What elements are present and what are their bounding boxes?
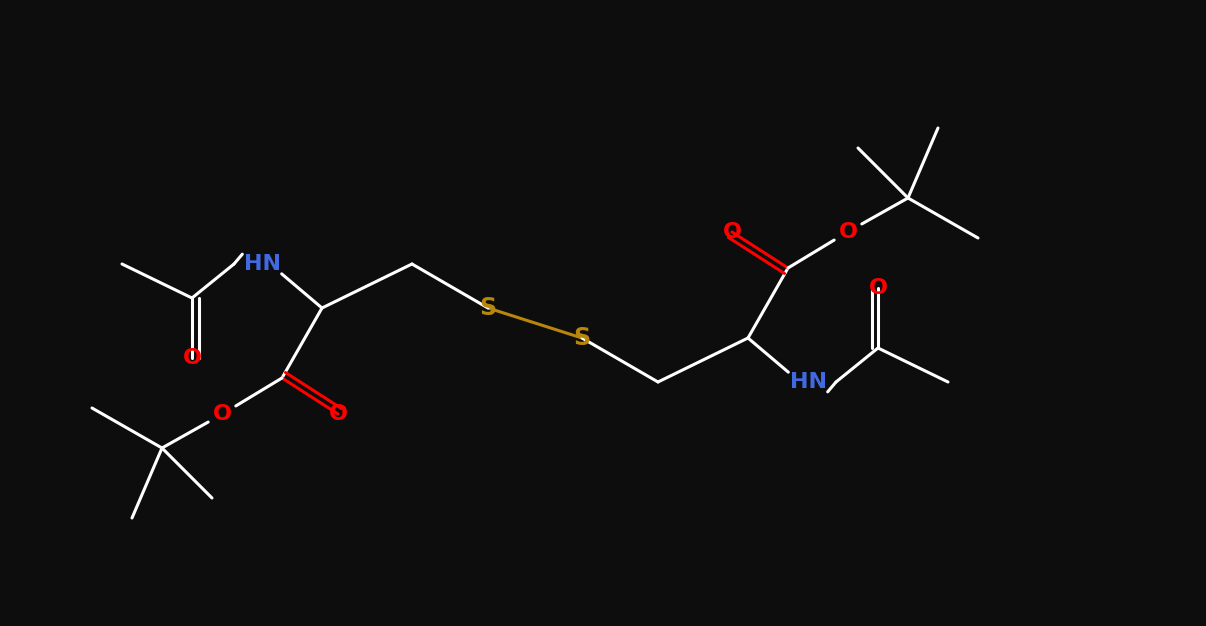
Text: S: S [573, 326, 591, 350]
Text: HN: HN [244, 254, 281, 274]
Text: O: O [722, 222, 742, 242]
Text: O: O [182, 348, 201, 368]
Text: O: O [868, 278, 888, 298]
Text: O: O [838, 222, 857, 242]
Text: O: O [328, 404, 347, 424]
Text: S: S [480, 296, 497, 320]
Text: HN: HN [790, 372, 826, 392]
Text: O: O [212, 404, 232, 424]
